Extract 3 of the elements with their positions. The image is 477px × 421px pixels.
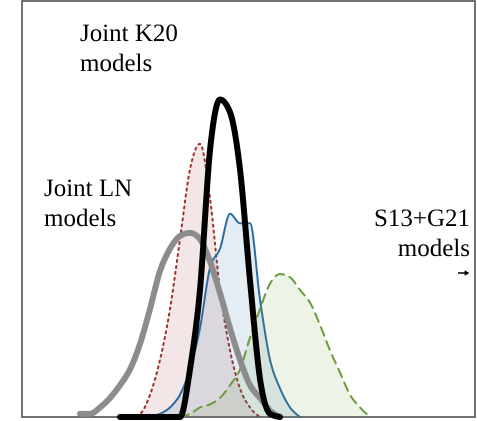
annotation: Joint LN models [44, 175, 132, 232]
annotation: S13+G21 models [374, 205, 470, 262]
text: Joint K20 models [80, 20, 178, 77]
